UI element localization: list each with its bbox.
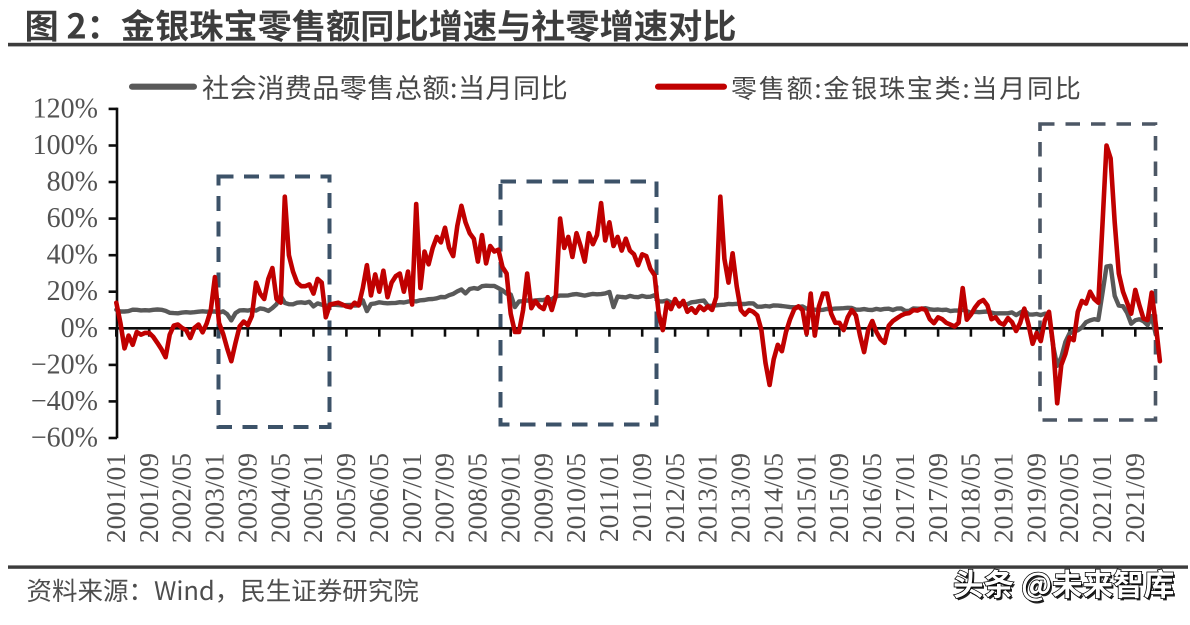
svg-text:2013/01: 2013/01 bbox=[692, 453, 723, 543]
svg-text:2003/01: 2003/01 bbox=[199, 453, 230, 543]
svg-text:2010/05: 2010/05 bbox=[560, 453, 591, 543]
svg-text:2003/09: 2003/09 bbox=[232, 453, 263, 543]
svg-text:20%: 20% bbox=[47, 276, 98, 307]
svg-text:2005/09: 2005/09 bbox=[330, 453, 361, 543]
svg-text:2014/05: 2014/05 bbox=[757, 453, 788, 543]
svg-text:2008/05: 2008/05 bbox=[462, 453, 493, 543]
svg-text:2015/09: 2015/09 bbox=[823, 453, 854, 543]
svg-text:2006/05: 2006/05 bbox=[363, 453, 394, 543]
svg-text:2018/05: 2018/05 bbox=[955, 453, 986, 543]
svg-text:−20%: −20% bbox=[31, 349, 98, 380]
svg-text:2007/09: 2007/09 bbox=[429, 453, 460, 543]
svg-text:80%: 80% bbox=[47, 167, 98, 198]
svg-text:60%: 60% bbox=[47, 203, 98, 234]
svg-text:2001/09: 2001/09 bbox=[133, 453, 164, 543]
svg-text:2009/01: 2009/01 bbox=[494, 453, 525, 543]
svg-text:2016/05: 2016/05 bbox=[856, 453, 887, 543]
svg-text:2005/01: 2005/01 bbox=[297, 453, 328, 543]
svg-text:2019/01: 2019/01 bbox=[988, 453, 1019, 543]
svg-text:2001/01: 2001/01 bbox=[100, 453, 131, 543]
svg-text:2017/01: 2017/01 bbox=[889, 453, 920, 543]
svg-text:−40%: −40% bbox=[31, 386, 98, 417]
svg-text:0%: 0% bbox=[61, 313, 98, 344]
svg-text:2002/05: 2002/05 bbox=[166, 453, 197, 543]
svg-text:2011/01: 2011/01 bbox=[593, 453, 624, 542]
svg-text:2013/09: 2013/09 bbox=[725, 453, 756, 543]
svg-text:2015/01: 2015/01 bbox=[790, 453, 821, 543]
svg-text:120%: 120% bbox=[33, 93, 98, 124]
svg-text:40%: 40% bbox=[47, 240, 98, 271]
svg-text:2017/09: 2017/09 bbox=[922, 453, 953, 543]
svg-text:2012/05: 2012/05 bbox=[659, 453, 690, 543]
svg-text:−60%: −60% bbox=[31, 423, 98, 454]
svg-text:2011/09: 2011/09 bbox=[626, 453, 657, 542]
svg-text:2009/09: 2009/09 bbox=[527, 453, 558, 543]
svg-text:2021/09: 2021/09 bbox=[1119, 453, 1150, 543]
svg-text:2019/09: 2019/09 bbox=[1020, 453, 1051, 543]
svg-text:2020/05: 2020/05 bbox=[1053, 453, 1084, 543]
svg-text:100%: 100% bbox=[33, 130, 98, 161]
svg-text:2021/01: 2021/01 bbox=[1086, 453, 1117, 543]
svg-text:2007/01: 2007/01 bbox=[396, 453, 427, 543]
svg-text:2004/05: 2004/05 bbox=[264, 453, 295, 543]
